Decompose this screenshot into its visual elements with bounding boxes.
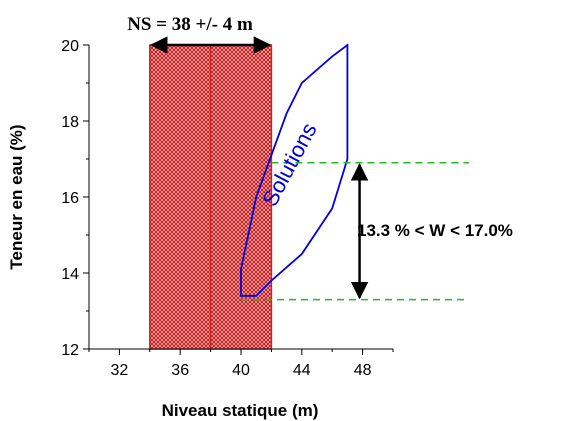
- y-tick-label: 18: [61, 114, 79, 131]
- uncertainty-band-layer: [149, 44, 273, 350]
- reference-lines-layer: [241, 162, 469, 301]
- chart-title: NS = 38 +/- 4 m: [127, 14, 253, 35]
- y-tick-label: 14: [61, 266, 79, 283]
- y-axis-label: Teneur en eau (%): [7, 124, 26, 269]
- x-tick-label: 48: [354, 362, 372, 379]
- solutions-polygon: [240, 43, 349, 297]
- y-tick-label: 20: [61, 38, 79, 55]
- annotation-arrows-layer: [150, 36, 369, 300]
- axes-layer: 12 14 16 18 20 32 36 40 44 48: [61, 38, 394, 379]
- x-axis-label: Niveau statique (m): [162, 401, 319, 420]
- x-tick-label: 32: [111, 362, 129, 379]
- x-tick-label: 36: [171, 362, 189, 379]
- y-tick-label: 16: [61, 190, 79, 207]
- x-tick-label: 44: [293, 362, 311, 379]
- x-tick-label: 40: [232, 362, 250, 379]
- solutions-polygon-layer: [240, 43, 349, 297]
- range-label: 13.3 % < W < 17.0%: [357, 221, 513, 240]
- y-tick-label: 12: [61, 342, 79, 359]
